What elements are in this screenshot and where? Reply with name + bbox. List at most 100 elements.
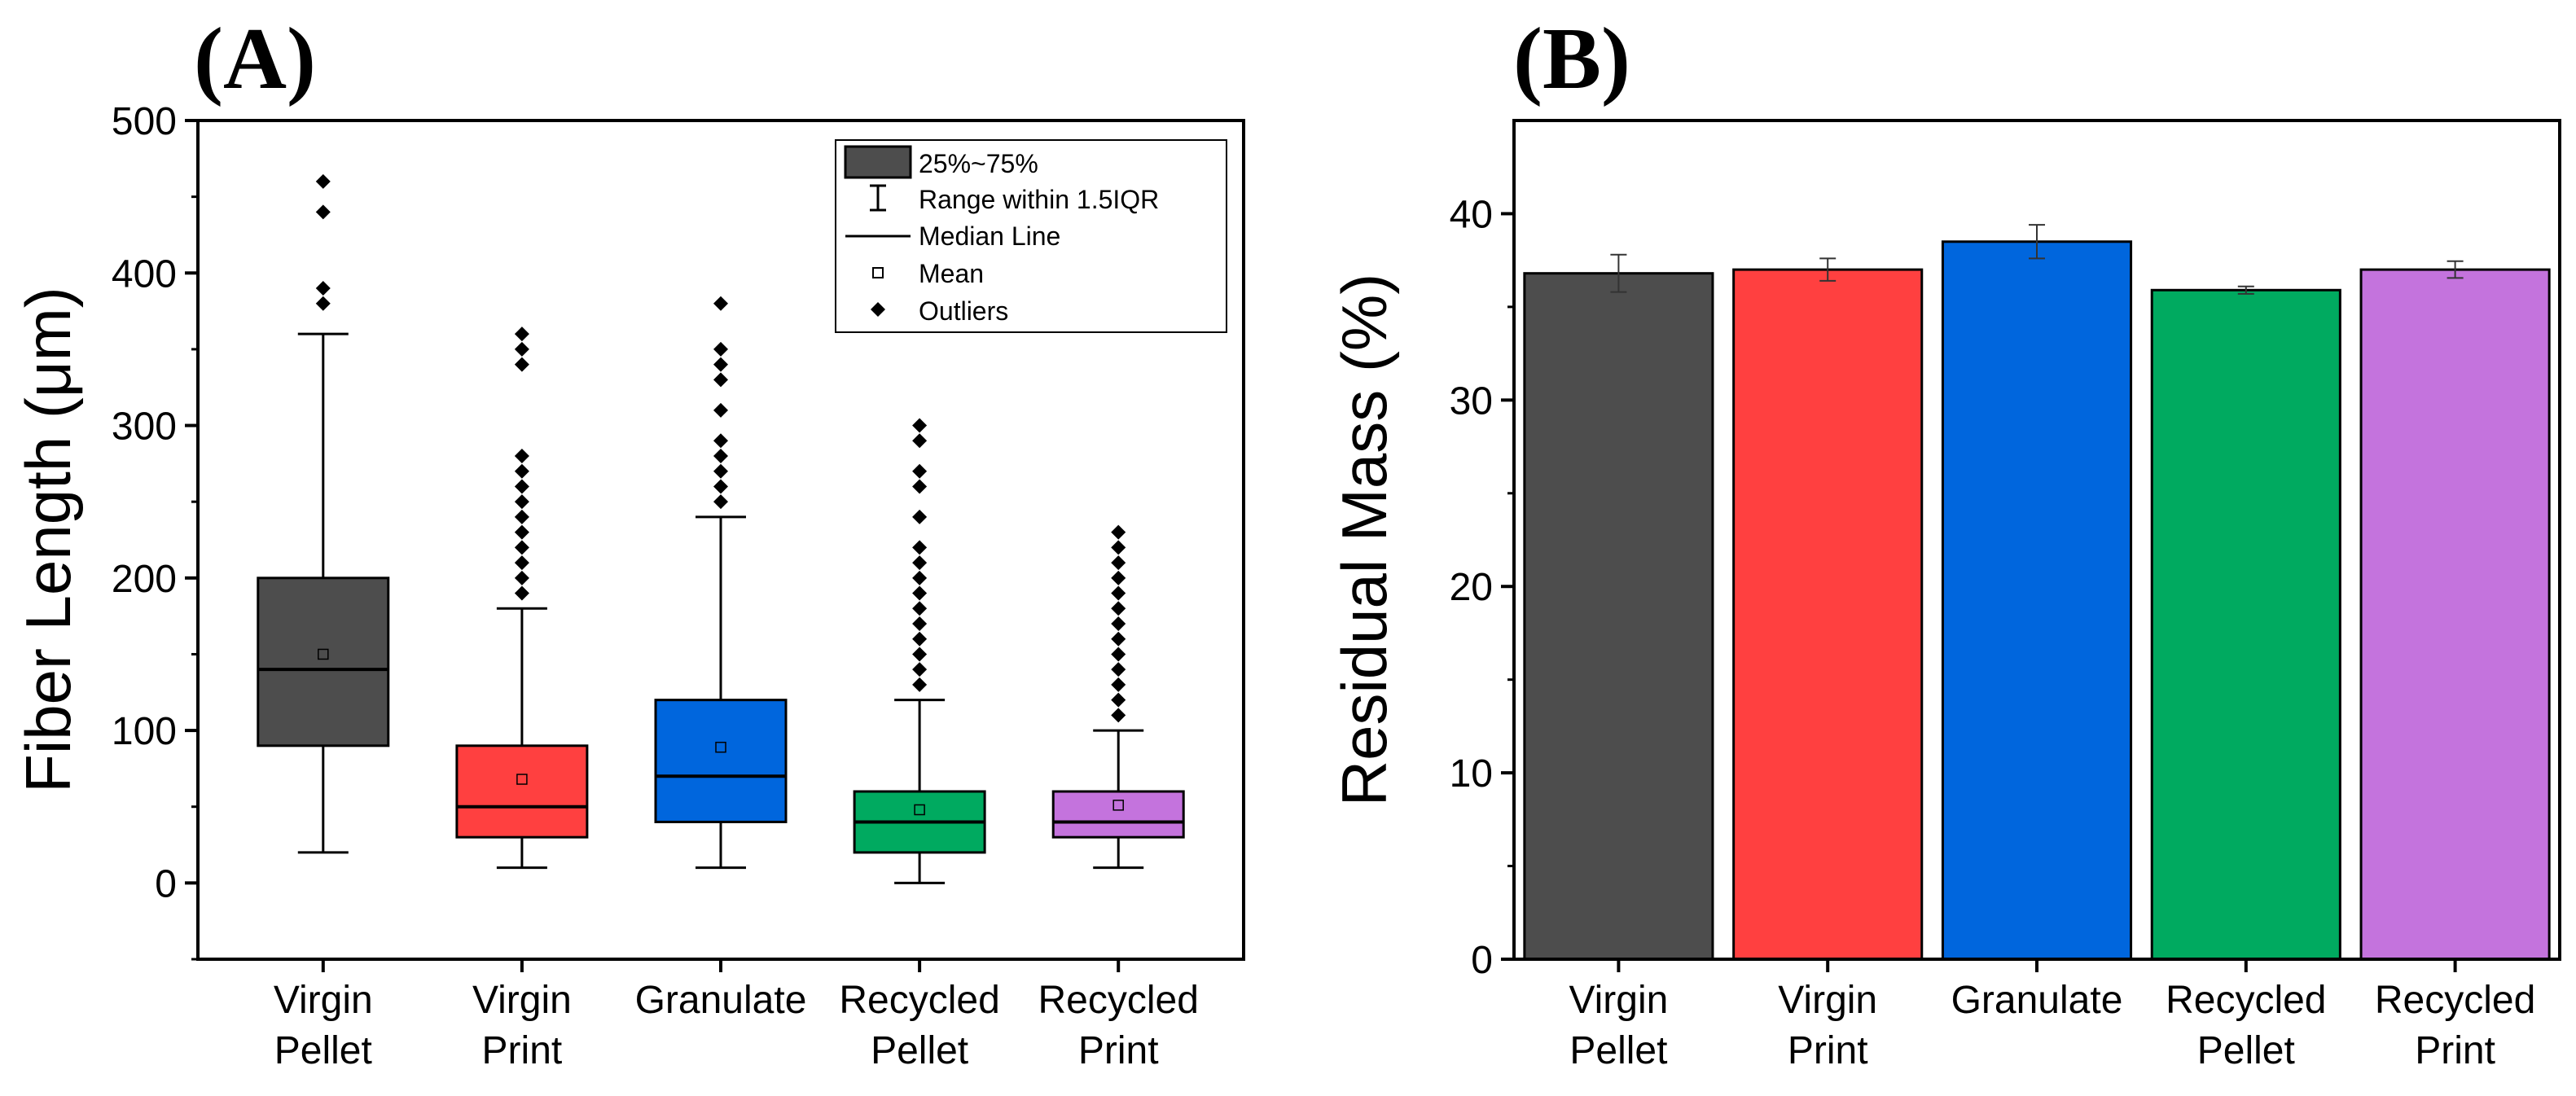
outlier-recycled-print: [1111, 540, 1126, 555]
outlier-recycled-pellet: [912, 601, 928, 616]
outlier-recycled-pellet: [912, 616, 928, 631]
panel-a-boxes: [257, 173, 1185, 884]
outlier-virgin-print: [514, 479, 529, 494]
panel-a-x-axis: Virgin Pellet Virgin Print Granulate Recycled…: [274, 959, 1199, 1072]
y-tick-label: 100: [112, 710, 177, 753]
x-tick-label-virgin-print: Virgin: [1778, 979, 1877, 1022]
outlier-recycled-pellet: [912, 677, 928, 692]
x-tick-label-recycled-print: Print: [2415, 1029, 2495, 1072]
outlier-granulate: [713, 479, 728, 494]
outlier-recycled-pellet: [912, 555, 928, 571]
outlier-recycled-print: [1111, 677, 1126, 692]
outlier-recycled-print: [1111, 555, 1126, 571]
y-tick-label: 30: [1450, 379, 1493, 423]
y-tick-label: 20: [1450, 566, 1493, 609]
outlier-virgin-print: [514, 357, 529, 372]
legend-range-symbol: [870, 184, 886, 212]
outlier-virgin-print: [514, 494, 529, 510]
legend-box-swatch: [844, 145, 912, 179]
outlier-recycled-print: [1111, 647, 1126, 662]
outlier-granulate: [713, 296, 728, 311]
x-tick-label-virgin-pellet: Virgin: [1569, 979, 1668, 1022]
mean-marker-recycled-print: [1112, 800, 1124, 811]
outlier-virgin-pellet: [315, 204, 331, 220]
x-tick-label-recycled-pellet: Pellet: [2197, 1029, 2295, 1072]
y-tick-label: 0: [155, 862, 177, 905]
x-tick-label-granulate: Granulate: [1951, 979, 2123, 1022]
panel-a-y-axis: 0 100 200 300 400 500: [112, 100, 198, 961]
outlier-recycled-print: [1111, 585, 1126, 601]
panel-b-y-axis: 0 10 20 30 40: [1450, 193, 1514, 982]
y-tick-label: 40: [1450, 193, 1493, 236]
outlier-virgin-print: [514, 570, 529, 585]
panel-a-box-chart: (A) 0 100 200 300 400 500 Virgin Pellet Virgin P…: [12, 11, 1245, 1072]
outlier-virgin-print: [514, 449, 529, 463]
legend-outliers-label: Outliers: [919, 296, 1008, 326]
outlier-recycled-pellet: [912, 570, 928, 585]
outlier-recycled-print: [1111, 708, 1126, 723]
mean-marker-granulate: [715, 741, 726, 753]
outlier-virgin-print: [514, 463, 529, 479]
outlier-recycled-print: [1111, 616, 1126, 631]
outlier-recycled-pellet: [912, 585, 928, 601]
x-tick-label-granulate: Granulate: [635, 979, 807, 1022]
x-tick-label-virgin-pellet: Pellet: [274, 1029, 372, 1072]
panel-a-y-axis-title: Fiber Length (μm): [12, 287, 84, 793]
outlier-recycled-pellet: [912, 647, 928, 662]
legend-box-label: 25%~75%: [919, 149, 1038, 178]
outlier-recycled-print: [1111, 601, 1126, 616]
x-tick-label-recycled-pellet: Recycled: [2166, 979, 2326, 1022]
outlier-granulate: [713, 341, 728, 357]
y-tick-label: 300: [112, 406, 177, 449]
legend-mean-label: Mean: [919, 259, 984, 288]
x-tick-label-virgin-pellet: Virgin: [274, 979, 373, 1022]
outlier-recycled-print: [1111, 662, 1126, 677]
box-recycled-print: [1051, 790, 1185, 839]
bar-recycled-print: [2359, 268, 2551, 961]
outlier-recycled-print: [1111, 631, 1126, 647]
outlier-virgin-print: [514, 555, 529, 571]
mean-marker-virgin-print: [516, 774, 528, 785]
outlier-virgin-print: [514, 327, 529, 342]
box-legend: 25%~75% Range within 1.5IQR Median Line …: [835, 139, 1227, 333]
bar-recycled-pellet: [2150, 288, 2341, 961]
outlier-recycled-pellet: [912, 479, 928, 494]
y-tick-label: 500: [112, 100, 177, 143]
y-tick-label: 200: [112, 558, 177, 601]
panel-a-label: (A): [194, 11, 316, 107]
x-tick-label-virgin-print: Print: [1788, 1029, 1868, 1072]
bar-granulate: [1941, 240, 2133, 961]
outlier-granulate: [713, 402, 728, 418]
outlier-virgin-print: [514, 524, 529, 540]
outlier-recycled-pellet: [912, 662, 928, 677]
outlier-recycled-print: [1111, 570, 1126, 585]
panel-b-bar-chart: (B) 0 10 20 30 40 Virgin Pellet Virgin Print Gra…: [1328, 11, 2561, 1072]
outlier-virgin-print: [514, 585, 529, 601]
box-virgin-print: [455, 744, 589, 839]
panel-b-x-axis: Virgin Pellet Virgin Print Granulate Recycled…: [1569, 959, 2535, 1072]
outlier-recycled-pellet: [912, 418, 928, 433]
mean-marker-virgin-pellet: [318, 648, 329, 660]
outlier-granulate: [713, 463, 728, 479]
y-tick-label: 0: [1471, 939, 1493, 982]
outlier-virgin-print: [514, 509, 529, 524]
x-tick-label-recycled-print: Recycled: [1038, 979, 1199, 1022]
y-tick-label: 400: [112, 252, 177, 296]
outlier-recycled-print: [1111, 524, 1126, 540]
outlier-recycled-pellet: [912, 509, 928, 524]
y-tick-label: 10: [1450, 752, 1493, 796]
outlier-virgin-print: [514, 341, 529, 357]
outlier-granulate: [713, 494, 728, 510]
outlier-recycled-pellet: [912, 433, 928, 449]
panel-b-bars: [1523, 224, 2551, 961]
x-tick-label-recycled-pellet: Recycled: [839, 979, 999, 1022]
outlier-granulate: [713, 449, 728, 463]
panel-b-label: (B): [1513, 11, 1630, 107]
legend-range-label: Range within 1.5IQR: [919, 185, 1159, 214]
x-tick-label-recycled-print: Recycled: [2375, 979, 2535, 1022]
legend-median-label: Median Line: [919, 221, 1060, 251]
outlier-granulate: [713, 433, 728, 449]
bar-virgin-print: [1732, 268, 1924, 961]
outlier-granulate: [713, 357, 728, 372]
